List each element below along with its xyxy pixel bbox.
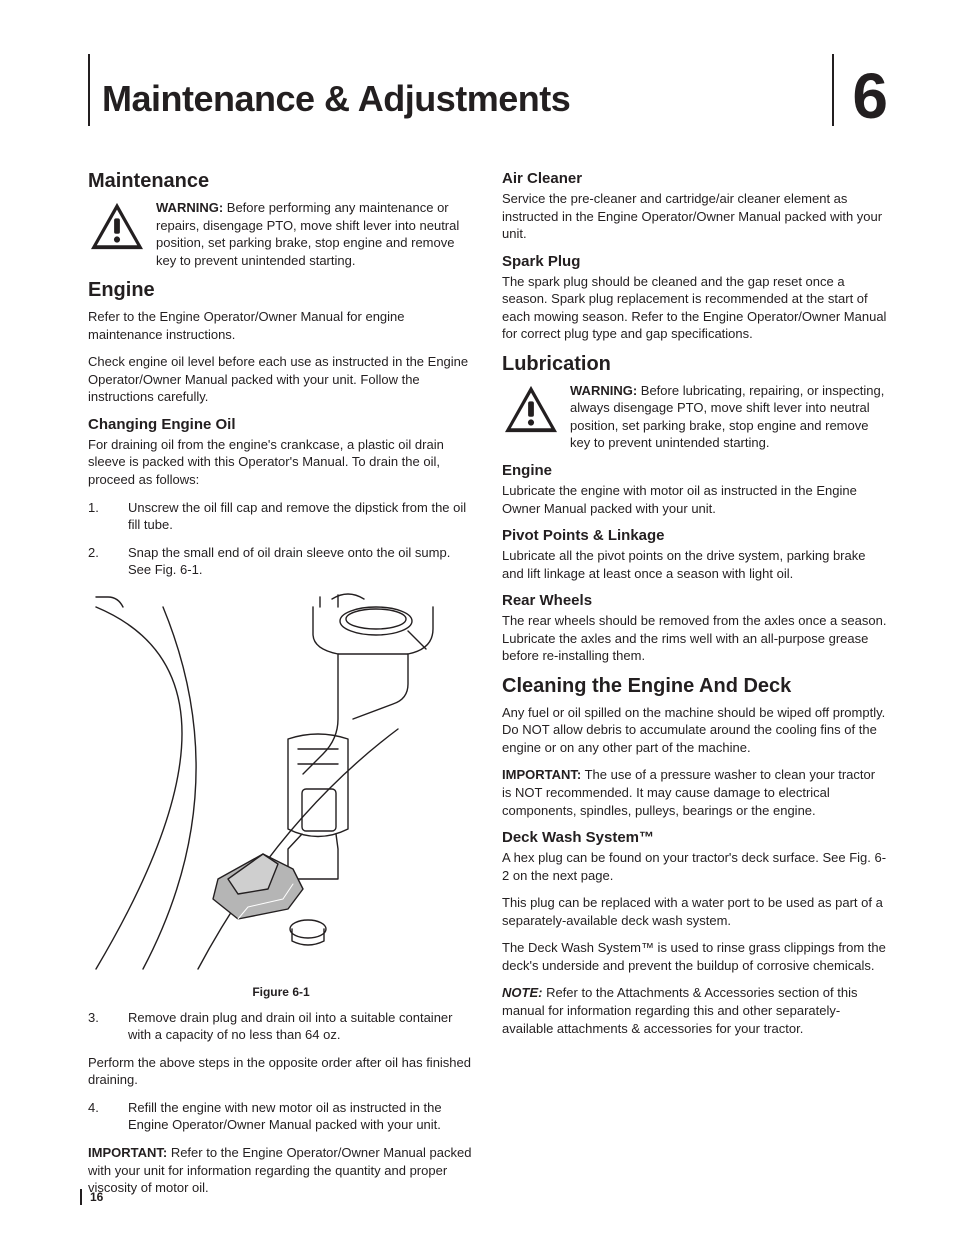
- rear-wheels-para: The rear wheels should be removed from t…: [502, 612, 888, 665]
- oil-step-2: Snap the small end of oil drain sleeve o…: [88, 544, 474, 579]
- heading-rear-wheels: Rear Wheels: [502, 592, 888, 609]
- warning-text-2: WARNING: Before lubricating, repairing, …: [570, 382, 888, 452]
- engine-para-1: Refer to the Engine Operator/Owner Manua…: [88, 308, 474, 343]
- engine-para-2: Check engine oil level before each use a…: [88, 353, 474, 406]
- page-number: 16: [80, 1189, 103, 1205]
- figure-6-1: Figure 6-1: [88, 589, 474, 999]
- important-label: IMPORTANT:: [88, 1145, 167, 1160]
- cleaning-para: Any fuel or oil spilled on the machine s…: [502, 704, 888, 757]
- note-label: NOTE:: [502, 985, 542, 1000]
- deck-wash-p3: The Deck Wash System™ is used to rinse g…: [502, 939, 888, 974]
- important-oil: IMPORTANT: Refer to the Engine Operator/…: [88, 1144, 474, 1197]
- heading-air-cleaner: Air Cleaner: [502, 170, 888, 187]
- important-label: IMPORTANT:: [502, 767, 581, 782]
- oil-steps-a: Unscrew the oil fill cap and remove the …: [88, 499, 474, 579]
- heading-changing-oil: Changing Engine Oil: [88, 416, 474, 433]
- oil-steps-b: Remove drain plug and drain oil into a s…: [88, 1009, 474, 1044]
- deck-wash-note: NOTE: Refer to the Attachments & Accesso…: [502, 984, 888, 1037]
- heading-lubrication: Lubrication: [502, 353, 888, 376]
- heading-pivot: Pivot Points & Linkage: [502, 527, 888, 544]
- deck-wash-p1: A hex plug can be found on your tractor'…: [502, 849, 888, 884]
- chapter-header: Maintenance & Adjustments 6: [88, 54, 888, 126]
- warning-icon: [88, 199, 146, 269]
- warning-label: WARNING:: [156, 200, 223, 215]
- heading-engine: Engine: [88, 279, 474, 302]
- chapter-number-wrap: 6: [832, 54, 888, 126]
- oil-steps-c: Refill the engine with new motor oil as …: [88, 1099, 474, 1134]
- warning-block-1: WARNING: Before performing any maintenan…: [88, 199, 474, 269]
- oil-step-4: Refill the engine with new motor oil as …: [88, 1099, 474, 1134]
- warning-block-2: WARNING: Before lubricating, repairing, …: [502, 382, 888, 452]
- heading-lub-engine: Engine: [502, 462, 888, 479]
- lub-engine-para: Lubricate the engine with motor oil as i…: [502, 482, 888, 517]
- heading-deck-wash: Deck Wash System™: [502, 829, 888, 846]
- air-cleaner-para: Service the pre-cleaner and cartridge/ai…: [502, 190, 888, 243]
- oil-step-3: Remove drain plug and drain oil into a s…: [88, 1009, 474, 1044]
- heading-spark-plug: Spark Plug: [502, 253, 888, 270]
- warning-icon: [502, 382, 560, 452]
- heading-maintenance: Maintenance: [88, 170, 474, 193]
- cleaning-important: IMPORTANT: The use of a pressure washer …: [502, 766, 888, 819]
- pivot-para: Lubricate all the pivot points on the dr…: [502, 547, 888, 582]
- deck-wash-p2: This plug can be replaced with a water p…: [502, 894, 888, 929]
- note-body: Refer to the Attachments & Accessories s…: [502, 985, 858, 1035]
- after-drain-para: Perform the above steps in the opposite …: [88, 1054, 474, 1089]
- chapter-number: 6: [852, 68, 888, 126]
- changing-oil-para: For draining oil from the engine's crank…: [88, 436, 474, 489]
- figure-caption: Figure 6-1: [88, 985, 474, 999]
- heading-cleaning: Cleaning the Engine And Deck: [502, 675, 888, 698]
- spark-plug-para: The spark plug should be cleaned and the…: [502, 273, 888, 343]
- chapter-title: Maintenance & Adjustments: [102, 78, 832, 126]
- oil-step-1: Unscrew the oil fill cap and remove the …: [88, 499, 474, 534]
- warning-label: WARNING:: [570, 383, 637, 398]
- warning-text-1: WARNING: Before performing any maintenan…: [156, 199, 474, 269]
- right-column: Air Cleaner Service the pre-cleaner and …: [502, 170, 888, 1207]
- left-column: Maintenance WARNING: Before performing a…: [88, 170, 474, 1207]
